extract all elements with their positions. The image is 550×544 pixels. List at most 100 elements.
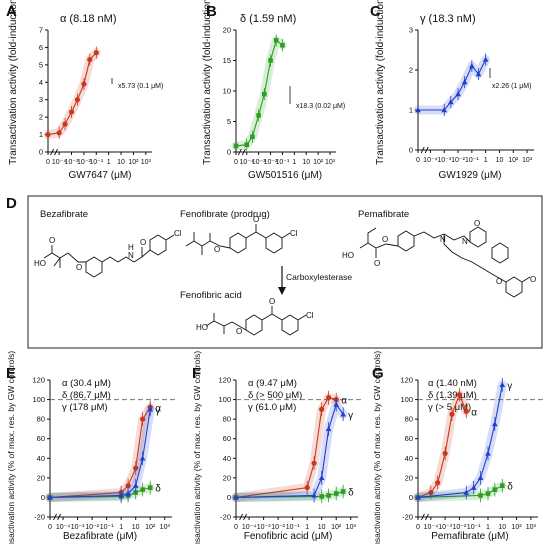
panel-c: C γ (18.3 nM) Transactivation activity (… [370,0,534,181]
structures-box [27,195,543,349]
y-tick-label: 20 [223,26,231,35]
data-point [340,411,346,417]
y-tick-label: 80 [223,415,231,424]
data-point [415,494,421,500]
y-tick-label: 20 [223,473,231,482]
y-tick-label: 7 [39,26,43,35]
series-line [418,59,487,111]
series-end-label: δ [348,488,354,499]
series-name: α (9.47 μM) [248,378,297,389]
x-tick-label: 10⁻² [453,524,467,531]
x-tick-label: 1 [119,524,123,531]
axis-break [239,513,247,521]
series-line [49,409,151,498]
series-name: δ (86.7 μM) [62,390,111,401]
panel-letter: G [372,365,384,382]
series-halo [231,399,348,502]
y-tick-label: 20 [405,473,413,482]
data-point [461,79,468,85]
y-tick-label: 80 [37,415,45,424]
data-point [87,57,93,63]
series-name: δ (> 500 μM) [248,390,302,401]
x-tick-label: 10⁻⁴ [56,524,71,531]
x-axis-label: GW501516 (μM) [248,170,322,181]
series-end-label: γ [155,405,160,416]
x-tick-label: 10⁻⁴ [239,159,254,166]
atom-label: O [269,297,275,306]
series-end-label: δ [507,482,513,493]
series-name: α (30.4 μM) [62,378,111,389]
x-tick-label: 10 [496,157,504,164]
y-tick-label: 120 [400,376,413,385]
x-tick-label: 10² [512,524,523,531]
atom-label: Cl [174,229,182,238]
data-point [499,483,505,488]
panel-letter: A [6,3,17,20]
x-tick-label: 10² [331,524,342,531]
x-tick-label: 10⁻⁴ [424,524,439,531]
x-tick-label: 10⁻¹ [467,524,481,531]
data-point [256,113,261,118]
data-point [333,491,339,496]
data-point [448,99,454,105]
y-tick-label: 15 [223,56,231,65]
data-point [74,97,81,103]
data-point [319,494,324,499]
x-tick-label: 10⁻⁴ [52,159,67,166]
data-point [233,494,239,500]
annotation: x2.26 (1 μM) [492,83,531,90]
x-tick-label: 1 [305,524,309,531]
x-tick-label: 10² [145,524,156,531]
panel-letter: F [192,365,201,382]
x-tick-label: 10³ [526,524,537,531]
data-point [333,401,340,407]
x-tick-label: 10⁻² [85,524,99,531]
x-tick-label: 0 [48,524,52,531]
y-tick-label: 0 [409,146,413,155]
data-point [280,42,285,48]
data-point [233,143,239,149]
atom-label: O [253,215,259,224]
x-tick-label: 1 [107,159,111,166]
panel-letter: D [6,195,17,212]
data-point [326,395,332,401]
y-tick-label: -20 [220,513,231,522]
axis-break [237,148,246,156]
y-tick-label: 40 [223,454,231,463]
y-axis-label: Transactivation activity (% of max. res.… [192,351,202,544]
x-tick-label: 10³ [325,159,336,166]
y-tick-label: 60 [405,434,413,443]
x-tick-label: 10³ [522,157,533,164]
y-tick-label: 60 [223,434,231,443]
annotation: x5.73 (0.1 μM) [118,83,163,90]
data-point [62,121,68,127]
data-point [140,487,145,492]
series-name: γ (> 5 μM) [428,402,471,413]
panel-e: E α (30.4 μM) δ (86.7 μM) γ (178 μM) Tra… [6,351,178,544]
y-tick-label: 0 [227,493,231,502]
atom-label: O [140,238,146,247]
x-axis-label: GW7647 (μM) [69,170,132,181]
panel-letter: C [370,3,381,20]
atom-label: N [440,235,446,244]
x-tick-label: 10³ [160,524,171,531]
x-tick-label: 10² [313,159,324,166]
x-tick-label: 1 [486,524,490,531]
data-point [499,381,506,388]
data-point [147,406,154,412]
fenofibrate-structure [185,224,291,255]
compound-name: Pemafibrate [358,209,409,220]
data-point [492,421,498,427]
series-end-label: α [155,403,161,414]
data-point [428,489,434,496]
panel-letter: E [6,365,16,382]
data-point [56,130,62,136]
data-point [485,491,491,496]
atom-label: H [128,243,134,252]
series-end-label: α [471,407,477,418]
data-point [449,411,455,417]
y-tick-label: 3 [39,95,43,104]
fenofibric-acid-structure [205,306,307,336]
data-point [456,392,463,398]
axis-break [53,513,61,521]
